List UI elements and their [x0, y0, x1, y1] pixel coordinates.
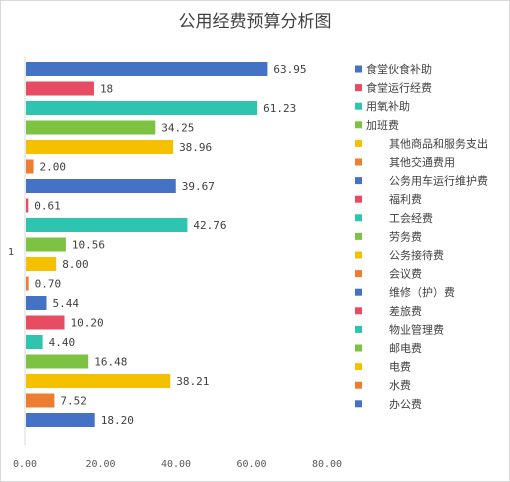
legend-label-8: 福利费 [389, 192, 422, 206]
bar-3 [26, 101, 258, 115]
legend-swatch-7 [355, 177, 362, 185]
legend-swatch-1 [355, 65, 362, 73]
chart-title: 公用经费预算分析图 [179, 12, 332, 32]
legend-label-2: 食堂运行经费 [366, 81, 432, 95]
data-label-19: 18.20 [101, 414, 134, 427]
bar-13 [26, 296, 47, 310]
legend-label-9: 工会经费 [389, 212, 433, 225]
x-tick-label: 20.00 [85, 459, 115, 470]
data-label-12: 0.70 [35, 278, 62, 291]
bar-14 [26, 315, 65, 330]
legend-label-14: 差旅费 [389, 304, 422, 318]
legend-label-3: 用氧补助 [366, 99, 410, 113]
legend-label-10: 劳务费 [389, 230, 422, 243]
legend-swatch-5 [355, 139, 362, 147]
bar-12 [26, 276, 29, 291]
legend-swatch-19 [355, 400, 362, 408]
legend-swatch-11 [355, 251, 362, 259]
data-label-15: 4.40 [49, 336, 76, 349]
bar-15 [26, 335, 43, 349]
x-tick-label: 0.00 [13, 459, 37, 470]
legend-label-5: 其他商品和服务支出 [389, 136, 488, 150]
data-label-17: 38.21 [176, 375, 209, 388]
legend-swatch-14 [355, 307, 362, 315]
legend-label-19: 办公费 [389, 398, 422, 411]
legend-label-11: 公务接待费 [389, 248, 444, 262]
legend-swatch-8 [355, 195, 362, 203]
bar-1 [26, 62, 268, 76]
bar-16 [26, 354, 89, 369]
legend-label-13: 维修（护）费 [389, 285, 455, 299]
legend-swatch-18 [355, 381, 362, 389]
data-label-13: 5.44 [53, 297, 80, 310]
x-tick-label: 80.00 [312, 459, 342, 470]
data-label-9: 42.76 [193, 219, 226, 232]
bar-19 [26, 413, 95, 427]
bar-7 [26, 179, 176, 193]
data-label-10: 10.56 [72, 239, 105, 252]
category-label: 1 [8, 247, 14, 258]
legend-swatch-13 [355, 288, 362, 296]
data-label-1: 63.95 [273, 63, 306, 76]
legend-swatch-3 [355, 102, 362, 110]
legend-swatch-12 [355, 270, 362, 278]
data-label-18: 7.52 [60, 395, 87, 408]
legend-label-6: 其他交通费用 [389, 155, 455, 169]
data-label-8: 0.61 [34, 200, 61, 213]
legend-label-18: 水费 [389, 379, 411, 392]
data-label-2: 18 [100, 83, 113, 96]
legend-swatch-6 [355, 158, 362, 166]
data-label-16: 16.48 [94, 356, 127, 369]
bar-2 [26, 81, 94, 96]
bar-17 [26, 374, 171, 388]
bar-5 [26, 140, 174, 154]
data-label-11: 8.00 [62, 258, 88, 271]
legend-swatch-15 [355, 325, 362, 333]
legend-swatch-16 [355, 344, 362, 352]
data-label-7: 39.67 [182, 180, 215, 193]
legend-swatch-4 [355, 121, 362, 129]
data-label-4: 34.25 [161, 122, 194, 135]
data-label-3: 61.23 [263, 102, 296, 115]
bar-11 [26, 257, 57, 271]
data-label-6: 2.00 [40, 161, 67, 174]
data-label-14: 10.20 [71, 317, 104, 330]
bar-10 [26, 237, 66, 252]
legend-swatch-2 [355, 84, 362, 92]
legend-label-15: 物业管理费 [389, 322, 444, 336]
bar-18 [26, 393, 55, 408]
legend-label-16: 邮电费 [389, 342, 422, 355]
bar-6 [26, 159, 34, 174]
legend-label-12: 会议费 [389, 268, 422, 281]
data-label-5: 38.96 [179, 141, 212, 154]
bar-8 [26, 198, 29, 213]
legend-label-4: 加班费 [366, 119, 399, 132]
legend-swatch-10 [355, 232, 362, 240]
x-tick-label: 40.00 [161, 459, 191, 470]
legend-swatch-9 [355, 214, 362, 222]
bar-9 [26, 218, 188, 232]
legend-swatch-17 [355, 363, 362, 371]
legend-label-17: 电费 [389, 361, 411, 374]
bar-4 [26, 120, 156, 135]
x-tick-label: 60.00 [236, 459, 266, 470]
legend-label-7: 公务用车运行维护费 [389, 174, 488, 188]
legend-label-1: 食堂伙食补助 [366, 62, 432, 76]
